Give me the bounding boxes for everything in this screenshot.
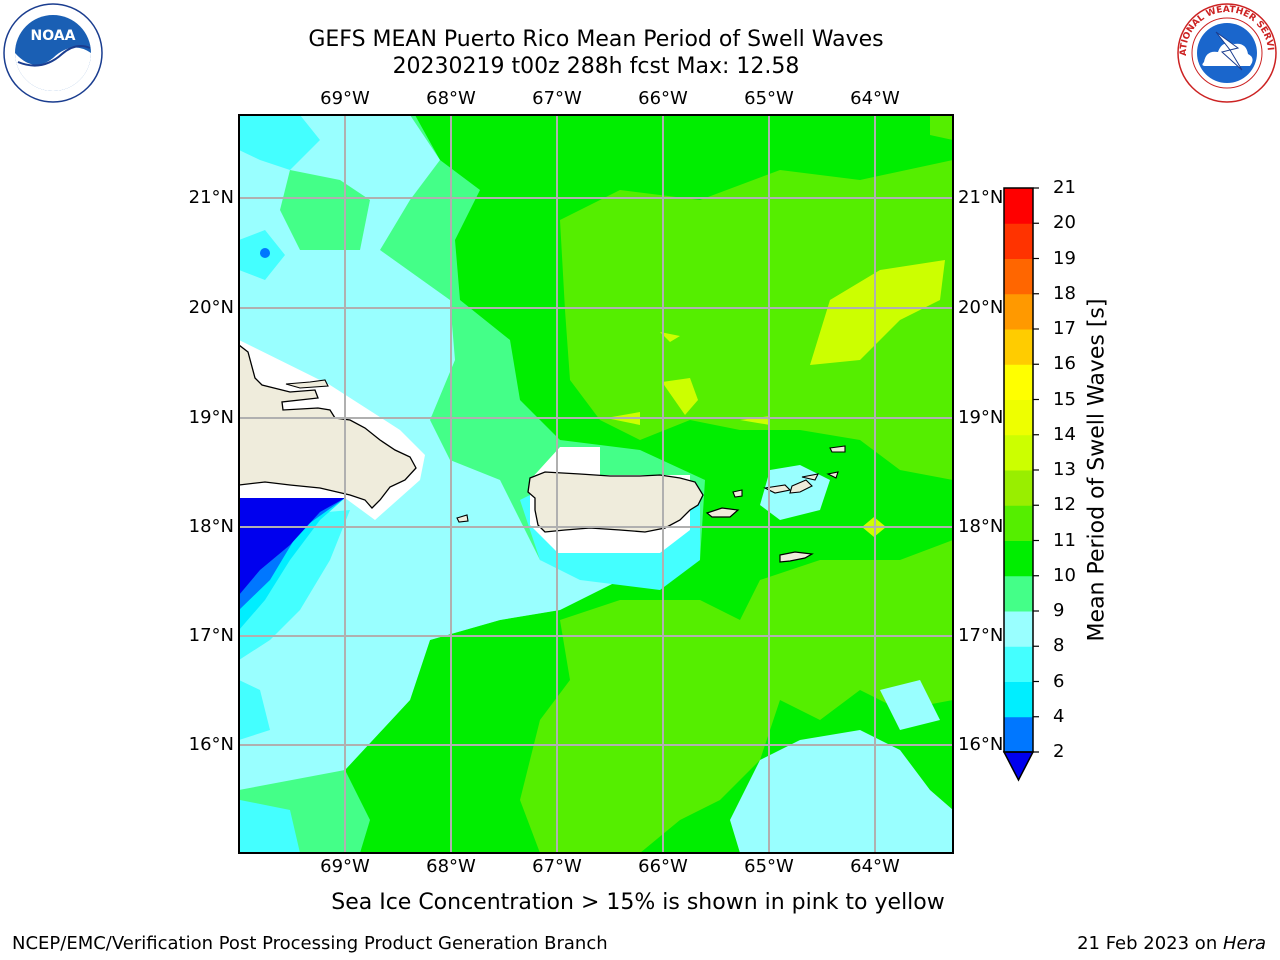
noaa-logo: NOAA: [3, 3, 103, 103]
contour-band-8-9: [239, 115, 620, 790]
lat-label-right: 18°N: [958, 516, 1004, 537]
colorbar-segments: [1002, 187, 1039, 782]
land-hispaniola: [239, 344, 417, 509]
colorbar-tick-label: 20: [1053, 212, 1076, 234]
lat-label-right: 19°N: [958, 407, 1004, 428]
colorbar-segment: [1004, 681, 1033, 718]
land-anegada: [829, 445, 846, 453]
colorbar-tick-label: 6: [1053, 670, 1065, 692]
colorbar-tick-label: 11: [1053, 529, 1076, 551]
colorbar-extension: [1002, 751, 1035, 782]
land-st-john: [789, 479, 813, 494]
lat-label-left: 20°N: [188, 297, 234, 318]
land-puerto-rico: [527, 471, 704, 533]
colorbar-tick-label: 2: [1053, 741, 1065, 762]
colorbar-segment: [1004, 646, 1033, 682]
colorbar-tick-label: 9: [1053, 600, 1065, 621]
contour-band-11-12: [560, 160, 953, 480]
colorbar-segment: [1004, 258, 1033, 295]
colorbar-segment: [1004, 540, 1033, 577]
lat-label-left: 18°N: [188, 516, 234, 537]
colorbar-tick-label: 21: [1053, 177, 1076, 198]
land-vieques: [705, 507, 740, 518]
colorbar-segment: [1004, 364, 1033, 400]
lon-label-top: 64°W: [850, 88, 900, 109]
map-title: GEFS MEAN Puerto Rico Mean Period of Swe…: [308, 27, 884, 52]
colorbar-tick-label: 4: [1053, 705, 1065, 727]
colorbar-segment: [1004, 575, 1033, 612]
colorbar-segment: [1004, 505, 1033, 541]
land-culebra: [732, 489, 743, 498]
colorbar-segment: [1004, 434, 1033, 471]
colorbar: [1002, 187, 1039, 782]
land-st-thomas: [763, 484, 792, 494]
footer-date: 21 Feb 2023 on Hera: [1077, 933, 1266, 954]
colorbar-segment: [1004, 611, 1033, 647]
lon-label-top: 68°W: [426, 88, 476, 109]
colorbar-tick-label: 16: [1053, 353, 1076, 375]
lon-label-bottom: 65°W: [744, 856, 794, 877]
footer-credit: NCEP/EMC/Verification Post Processing Pr…: [12, 933, 608, 954]
contour-field: [239, 115, 953, 853]
colorbar-tick-label: 8: [1053, 635, 1065, 657]
contour-band-below-2: [239, 498, 345, 595]
contour-band-6-8: [239, 115, 320, 170]
noaa-logo-text: NOAA: [31, 28, 76, 44]
colorbar-segment: [1004, 329, 1033, 365]
lon-label-bottom: 68°W: [426, 856, 476, 877]
contour-band-11-12-south: [520, 540, 953, 853]
colorbar-tick-label: 12: [1053, 494, 1076, 516]
land-st-croix: [779, 551, 814, 563]
land-tortola: [801, 473, 819, 481]
lat-label-left: 17°N: [188, 625, 234, 646]
land-mona-island: [456, 514, 469, 523]
colorbar-tick-label: 15: [1053, 388, 1076, 410]
lon-label-bottom: 69°W: [320, 856, 370, 877]
colorbar-segment: [1004, 223, 1033, 259]
land-virgin-gorda: [826, 471, 839, 479]
colorbar-tick-label: 18: [1053, 282, 1076, 304]
colorbar-segment: [1004, 188, 1033, 224]
map-frame: [238, 114, 954, 854]
contour-band-8-9-south: [730, 730, 953, 853]
footer-host: Hera: [1222, 933, 1266, 954]
lon-label-bottom: 67°W: [532, 856, 582, 877]
map-subtitle: 20230219 t00z 288h fcst Max: 12.58: [392, 54, 800, 79]
colorbar-segment: [1004, 399, 1033, 436]
colorbar-tick-label: 17: [1053, 318, 1076, 339]
colorbar-frame: [1003, 187, 1034, 753]
sea-ice-note: Sea Ice Concentration > 15% is shown in …: [331, 890, 945, 915]
colorbar-segment: [1004, 716, 1033, 753]
lon-label-top: 65°W: [744, 88, 794, 109]
lon-label-top: 69°W: [320, 88, 370, 109]
lat-label-right: 20°N: [958, 297, 1004, 318]
colorbar-tick-label: 10: [1053, 564, 1076, 586]
nws-logo: NATIONAL WEATHER SERVICE: [1176, 2, 1277, 103]
colorbar-tick-label: 14: [1053, 423, 1076, 445]
lat-label-right: 21°N: [958, 187, 1004, 208]
footer-date-text: 21 Feb 2023 on: [1077, 933, 1223, 954]
lat-label-left: 21°N: [188, 187, 234, 208]
colorbar-label: Mean Period of Swell Waves [s]: [1084, 298, 1110, 642]
lon-label-top: 66°W: [638, 88, 688, 109]
lon-label-bottom: 64°W: [850, 856, 900, 877]
colorbar-tick-label: 13: [1053, 459, 1076, 480]
colorbar-segment: [1004, 293, 1033, 330]
lon-label-bottom: 66°W: [638, 856, 688, 877]
lat-label-left: 16°N: [188, 734, 234, 755]
contour-band-12-13: [810, 260, 945, 365]
colorbar-tick-label: 19: [1053, 247, 1076, 269]
lat-label-left: 19°N: [188, 407, 234, 428]
lat-label-right: 16°N: [958, 734, 1004, 755]
graticule: [239, 115, 953, 853]
lon-label-top: 67°W: [532, 88, 582, 109]
lat-label-right: 17°N: [958, 625, 1004, 646]
colorbar-segment: [1004, 470, 1033, 506]
